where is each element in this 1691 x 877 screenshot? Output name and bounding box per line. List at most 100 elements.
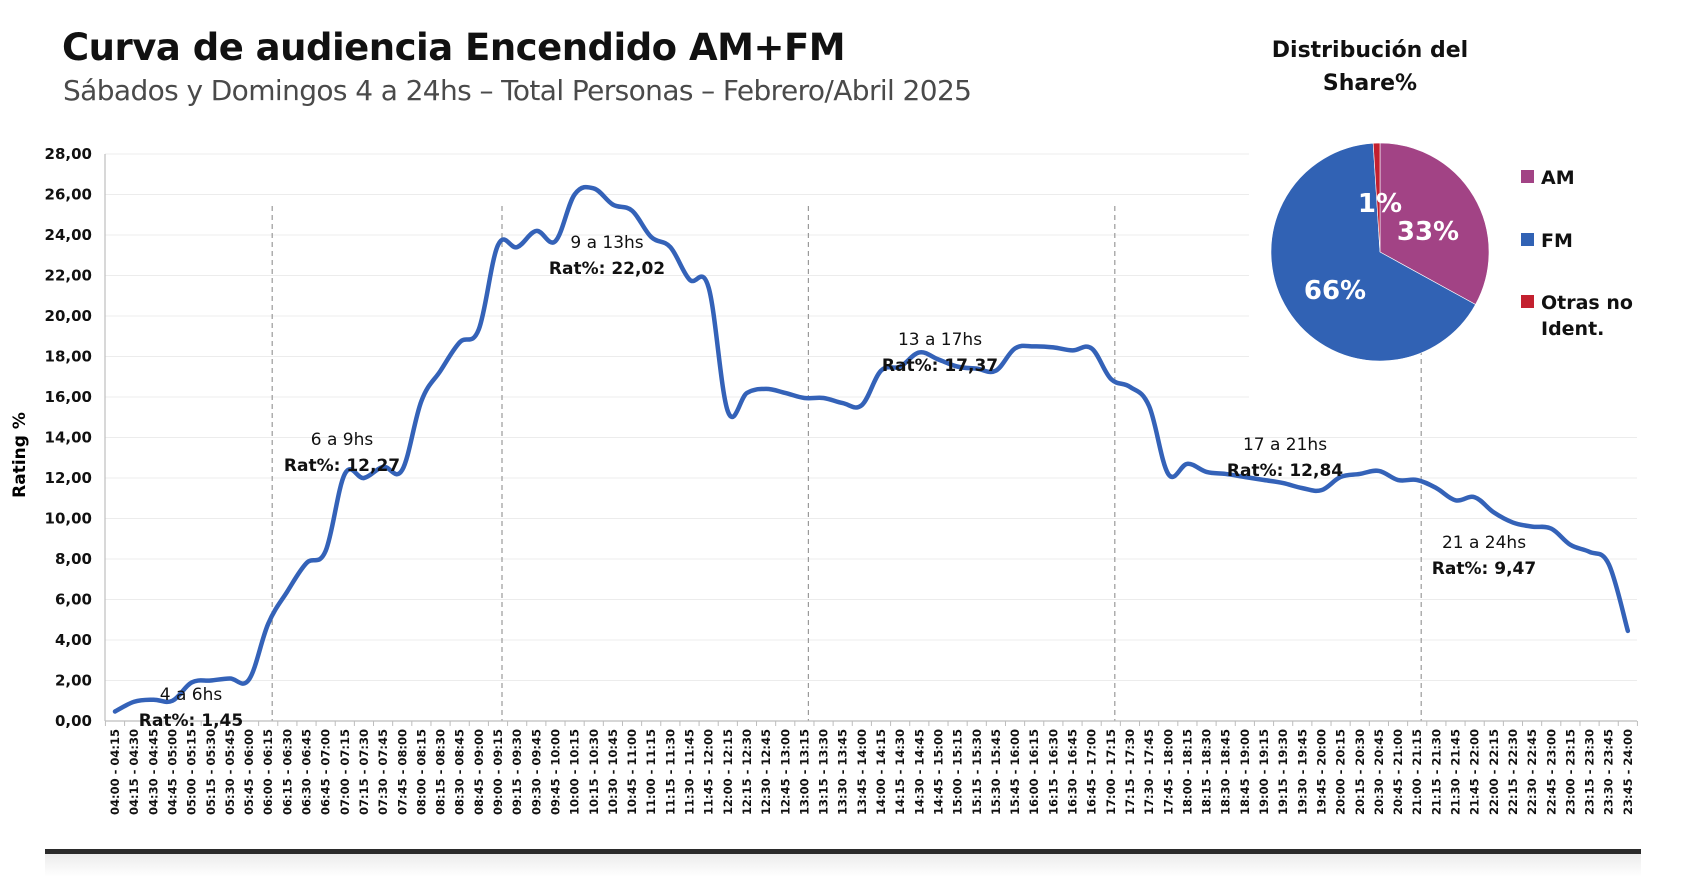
x-tick-label: 17:45 - 18:00 bbox=[1161, 729, 1175, 815]
x-tick-label: 16:15 - 16:30 bbox=[1046, 729, 1060, 815]
annotation-label: 9 a 13hs bbox=[570, 233, 643, 253]
x-tick-label: 06:30 - 06:45 bbox=[300, 729, 314, 815]
y-tick-label: 24,00 bbox=[45, 226, 92, 244]
y-tick-label: 2,00 bbox=[55, 672, 92, 690]
x-tick-label: 13:45 - 14:00 bbox=[855, 729, 869, 815]
x-tick-label: 20:30 - 20:45 bbox=[1372, 729, 1386, 815]
x-tick-label: 04:45 - 05:00 bbox=[165, 729, 179, 815]
x-tick-label: 04:00 - 04:15 bbox=[108, 729, 122, 815]
x-tick-label: 15:15 - 15:30 bbox=[970, 729, 984, 815]
legend-swatch-fm bbox=[1521, 233, 1534, 246]
x-tick-label: 11:30 - 11:45 bbox=[683, 729, 697, 815]
rating-line bbox=[112, 184, 1631, 714]
x-tick-label: 17:15 - 17:30 bbox=[1123, 729, 1137, 815]
x-tick-label: 09:15 - 09:30 bbox=[510, 729, 524, 815]
period-dividers bbox=[271, 206, 1422, 721]
pie-title-line-1: Distribución del bbox=[1271, 38, 1469, 63]
x-tick-label: 14:00 - 14:15 bbox=[874, 729, 888, 815]
x-tick-label: 04:30 - 04:45 bbox=[146, 729, 160, 815]
x-tick-label: 18:30 - 18:45 bbox=[1219, 729, 1233, 815]
x-tick-label: 22:15 - 22:30 bbox=[1506, 729, 1520, 815]
bottom-shadow bbox=[45, 854, 1641, 877]
x-tick-labels: 04:00 - 04:15 04:15 - 04:30 04:30 - 04:45 0… bbox=[108, 729, 1635, 815]
x-tick-label: 10:30 - 10:45 bbox=[606, 729, 620, 815]
annotation-label: 13 a 17hs bbox=[898, 330, 982, 350]
x-tick-label: 12:15 - 12:30 bbox=[740, 729, 754, 815]
x-tick-label: 14:45 - 15:00 bbox=[931, 729, 945, 815]
x-tick-label: 20:45 - 21:00 bbox=[1391, 729, 1405, 815]
x-tick-label: 11:15 - 11:30 bbox=[663, 729, 677, 815]
x-tick-label: 18:45 - 19:00 bbox=[1238, 729, 1252, 815]
x-tick-label: 23:30 - 23:45 bbox=[1602, 729, 1616, 815]
x-tick-label: 13:30 - 13:45 bbox=[836, 729, 850, 815]
x-tick-label: 19:00 - 19:15 bbox=[1257, 729, 1271, 815]
x-tick-label: 08:00 - 08:15 bbox=[414, 729, 428, 815]
y-tick-label: 4,00 bbox=[55, 631, 92, 649]
x-tick-label: 22:45 - 23:00 bbox=[1544, 729, 1558, 815]
x-tick-label: 19:30 - 19:45 bbox=[1295, 729, 1309, 815]
x-tick-label: 09:00 - 09:15 bbox=[491, 729, 505, 815]
x-tick-label: 16:45 - 17:00 bbox=[1085, 729, 1099, 815]
y-tick-label: 18,00 bbox=[45, 348, 92, 366]
y-tick-label: 6,00 bbox=[55, 591, 92, 609]
x-tick-label: 07:30 - 07:45 bbox=[376, 729, 390, 815]
pie-legend: AM FM Otras no Ident. bbox=[1521, 167, 1633, 340]
gridlines bbox=[105, 153, 1637, 681]
y-tick-label: 20,00 bbox=[45, 307, 92, 325]
legend-label-am: AM bbox=[1541, 167, 1575, 189]
x-tick-label: 15:45 - 16:00 bbox=[1008, 729, 1022, 815]
x-tick-label: 04:15 - 04:30 bbox=[127, 729, 141, 815]
legend-label-otras-line-2: Ident. bbox=[1541, 318, 1604, 340]
x-tick-label: 06:15 - 06:30 bbox=[280, 729, 294, 815]
pie-label-otras: 1% bbox=[1358, 189, 1402, 219]
x-tick-label: 18:15 - 18:30 bbox=[1200, 729, 1214, 815]
x-tick-label: 12:00 - 12:15 bbox=[721, 729, 735, 815]
x-tick-label: 11:00 - 11:15 bbox=[644, 729, 658, 815]
x-tick-label: 10:00 - 10:15 bbox=[568, 729, 582, 815]
y-tick-label: 14,00 bbox=[45, 429, 92, 447]
x-tick-label: 06:45 - 07:00 bbox=[319, 729, 333, 815]
x-tick-label: 22:30 - 22:45 bbox=[1525, 729, 1539, 815]
y-tick-label: 12,00 bbox=[45, 469, 92, 487]
x-tick-label: 05:45 - 06:00 bbox=[242, 729, 256, 815]
x-tick-label: 06:00 - 06:15 bbox=[261, 729, 275, 815]
x-tick-label: 20:00 - 20:15 bbox=[1334, 729, 1348, 815]
annotation-label: 6 a 9hs bbox=[311, 430, 374, 450]
x-tick-label: 14:30 - 14:45 bbox=[912, 729, 926, 815]
x-tick-label: 13:15 - 13:30 bbox=[817, 729, 831, 815]
annotation-value: Rat%: 1,45 bbox=[139, 711, 243, 731]
x-tick-label: 17:30 - 17:45 bbox=[1142, 729, 1156, 815]
y-tick-label: 0,00 bbox=[55, 712, 92, 730]
chart-title: Curva de audiencia Encendido AM+FM bbox=[62, 26, 846, 69]
x-tick-label: 15:30 - 15:45 bbox=[989, 729, 1003, 815]
legend-swatch-otras bbox=[1521, 295, 1534, 308]
annotation-value: Rat%: 22,02 bbox=[549, 259, 665, 279]
annotation-label: 17 a 21hs bbox=[1243, 435, 1327, 455]
x-tick-label: 08:30 - 08:45 bbox=[453, 729, 467, 815]
pie-label-am: 33% bbox=[1397, 217, 1459, 247]
x-tick-label: 16:00 - 16:15 bbox=[1027, 729, 1041, 815]
y-tick-label: 16,00 bbox=[45, 388, 92, 406]
x-tick-label: 05:15 - 05:30 bbox=[204, 729, 218, 815]
x-tick-label: 09:30 - 09:45 bbox=[529, 729, 543, 815]
pie-slice-am bbox=[1379, 142, 1490, 305]
x-tick-label: 05:00 - 05:15 bbox=[185, 729, 199, 815]
pie-slice-fm bbox=[1270, 142, 1476, 362]
legend-swatch-am bbox=[1521, 170, 1534, 183]
pie-title: Distribución del Share% bbox=[1240, 34, 1500, 100]
annotation-value: Rat%: 17,37 bbox=[882, 356, 998, 376]
x-tick-label: 07:45 - 08:00 bbox=[395, 729, 409, 815]
axes bbox=[104, 154, 1638, 726]
x-tick-label: 09:45 - 10:00 bbox=[548, 729, 562, 815]
x-tick-label: 12:45 - 13:00 bbox=[778, 729, 792, 815]
x-tick-label: 08:15 - 08:30 bbox=[434, 729, 448, 815]
x-tick-label: 12:30 - 12:45 bbox=[759, 729, 773, 815]
x-tick-label: 19:45 - 20:00 bbox=[1314, 729, 1328, 815]
annotation-value: Rat%: 12,27 bbox=[284, 456, 400, 476]
pie-title-line-2: Share% bbox=[1322, 71, 1418, 96]
y-tick-label: 10,00 bbox=[45, 510, 92, 528]
x-tick-label: 14:15 - 14:30 bbox=[893, 729, 907, 815]
x-tick-label: 05:30 - 05:45 bbox=[223, 729, 237, 815]
x-tick-label: 19:15 - 19:30 bbox=[1276, 729, 1290, 815]
